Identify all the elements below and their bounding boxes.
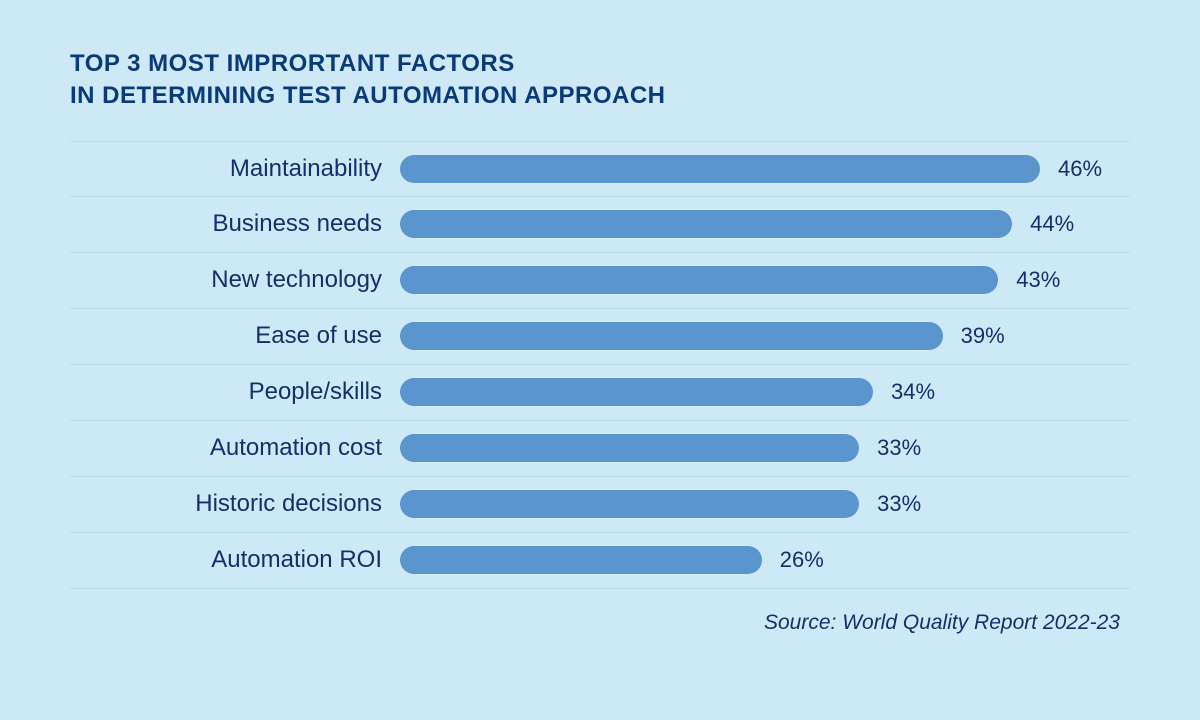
bar	[400, 210, 1012, 238]
bar-area: 39%	[400, 322, 1130, 350]
bar-value: 33%	[877, 491, 921, 517]
bar-label: Historic decisions	[70, 490, 400, 518]
bar-label: New technology	[70, 266, 400, 294]
bar-value: 34%	[891, 379, 935, 405]
bar-area: 33%	[400, 434, 1130, 462]
bar-label: People/skills	[70, 378, 400, 406]
bar-value: 33%	[877, 435, 921, 461]
bar-area: 46%	[400, 155, 1130, 183]
chart-row: People/skills 34%	[70, 365, 1130, 421]
bar-label: Ease of use	[70, 322, 400, 350]
bar	[400, 546, 762, 574]
bar-label: Automation ROI	[70, 546, 400, 574]
bar	[400, 155, 1040, 183]
chart-source: Source: World Quality Report 2022-23	[70, 611, 1130, 635]
bar-area: 44%	[400, 210, 1130, 238]
bar-value: 44%	[1030, 211, 1074, 237]
bar	[400, 490, 859, 518]
chart-row: Business needs 44%	[70, 197, 1130, 253]
chart-row: Historic decisions 33%	[70, 477, 1130, 533]
chart-row: Automation cost 33%	[70, 421, 1130, 477]
bar	[400, 378, 873, 406]
bar-value: 46%	[1058, 156, 1102, 182]
chart-title: TOP 3 MOST IMPRORTANT FACTORS IN DETERMI…	[70, 48, 1130, 113]
bar-chart: Maintainability 46% Business needs 44% New t…	[70, 141, 1130, 589]
chart-title-line1: TOP 3 MOST IMPRORTANT FACTORS	[70, 48, 1130, 80]
bar-area: 34%	[400, 378, 1130, 406]
bar	[400, 434, 859, 462]
bar-value: 39%	[961, 323, 1005, 349]
bar-value: 43%	[1016, 267, 1060, 293]
bar-area: 33%	[400, 490, 1130, 518]
bar	[400, 322, 943, 350]
chart-row: Maintainability 46%	[70, 141, 1130, 197]
bar-label: Maintainability	[70, 155, 400, 183]
chart-title-line2: IN DETERMINING TEST AUTOMATION APPROACH	[70, 80, 1130, 112]
chart-row: New technology 43%	[70, 253, 1130, 309]
bar-area: 26%	[400, 546, 1130, 574]
bar-area: 43%	[400, 266, 1130, 294]
chart-row: Ease of use 39%	[70, 309, 1130, 365]
bar-label: Automation cost	[70, 434, 400, 462]
chart-row: Automation ROI 26%	[70, 533, 1130, 589]
bar	[400, 266, 998, 294]
bar-value: 26%	[780, 547, 824, 573]
bar-label: Business needs	[70, 210, 400, 238]
